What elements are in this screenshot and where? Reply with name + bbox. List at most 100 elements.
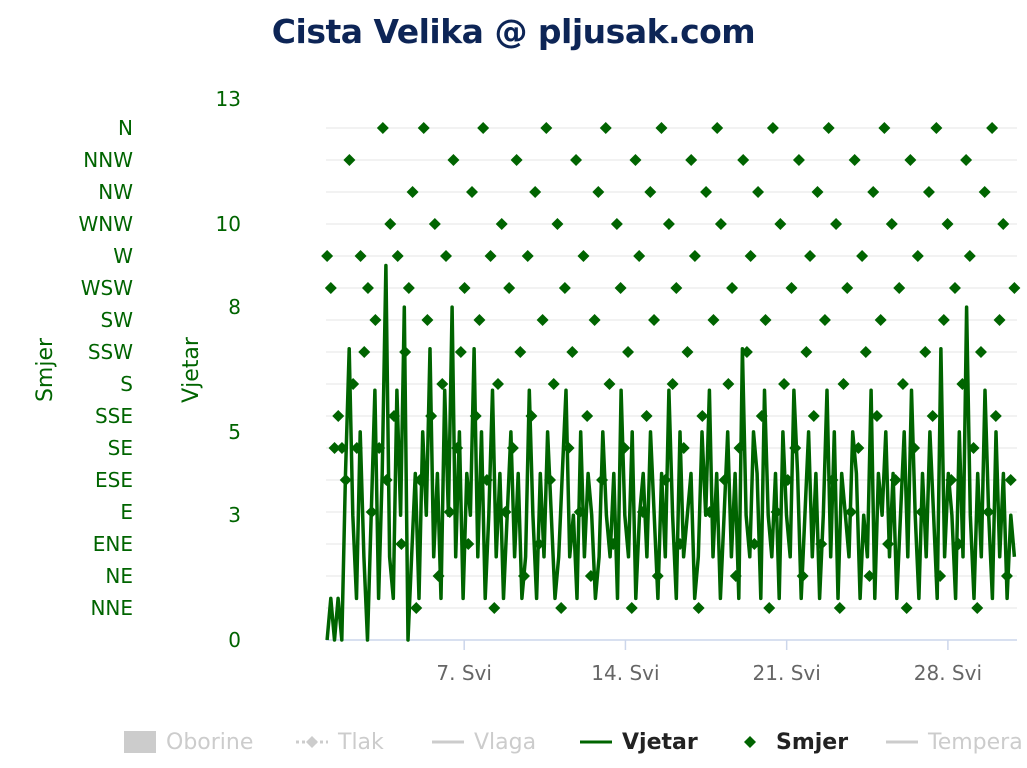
direction-point	[748, 538, 761, 550]
direction-point	[863, 570, 876, 582]
direction-point	[878, 122, 891, 134]
direction-point	[818, 314, 831, 326]
direction-point	[692, 602, 705, 614]
direction-point	[503, 282, 516, 294]
chart-title: Cista Velika @ pljusak.com	[271, 12, 756, 51]
direction-point	[525, 410, 538, 422]
direction-point	[584, 570, 597, 582]
direction-point	[406, 186, 419, 198]
y-tick-label: 5	[228, 420, 241, 444]
direction-point	[848, 154, 861, 166]
direction-point	[625, 602, 638, 614]
direction-point	[536, 314, 549, 326]
x-tick-label: 21. Svi	[753, 661, 821, 685]
direction-point	[982, 506, 995, 518]
direction-point	[644, 186, 657, 198]
series-line-vjetar	[325, 263, 1017, 642]
direction-point	[540, 122, 553, 134]
direction-point	[666, 378, 679, 390]
direction-point	[380, 474, 393, 486]
direction-point	[885, 218, 898, 230]
direction-point	[532, 538, 545, 550]
direction-tick-label: E	[120, 500, 133, 524]
direction-point	[518, 570, 531, 582]
direction-point	[778, 378, 791, 390]
direction-point	[960, 154, 973, 166]
legend-item-oborine[interactable]: Oborine	[124, 724, 253, 760]
legend-item-tlak[interactable]: Tlak	[296, 724, 384, 760]
direction-point	[354, 250, 367, 262]
direction-tick-label: NW	[98, 180, 133, 204]
direction-point	[373, 442, 386, 454]
direction-point	[350, 442, 363, 454]
direction-point	[614, 282, 627, 294]
direction-point	[700, 186, 713, 198]
direction-point	[417, 122, 430, 134]
direction-tick-label: ENE	[93, 532, 133, 556]
direction-tick-label: SSE	[95, 404, 133, 428]
direction-point	[514, 346, 527, 358]
direction-point	[562, 442, 575, 454]
direction-point	[458, 282, 471, 294]
direction-point	[477, 122, 490, 134]
legend-item-vlaga[interactable]: Vlaga	[432, 724, 536, 760]
direction-point	[919, 346, 932, 358]
direction-point	[677, 442, 690, 454]
direction-point	[740, 346, 753, 358]
direction-tick-label: NNW	[83, 148, 133, 172]
direction-point	[685, 154, 698, 166]
direction-point	[856, 250, 869, 262]
direction-point	[480, 474, 493, 486]
direction-point	[640, 410, 653, 422]
direction-point	[896, 378, 909, 390]
direction-point	[402, 282, 415, 294]
direction-point	[473, 314, 486, 326]
direction-point	[510, 154, 523, 166]
direction-point	[547, 378, 560, 390]
direction-point	[499, 506, 512, 518]
direction-point	[726, 282, 739, 294]
direction-point	[436, 378, 449, 390]
legend-item-vjetar[interactable]: Vjetar	[580, 724, 698, 760]
y-tick-label: 8	[228, 295, 241, 319]
direction-point	[603, 378, 616, 390]
direction-point	[729, 570, 742, 582]
direction-point	[807, 410, 820, 422]
direction-point	[570, 154, 583, 166]
direction-point	[822, 122, 835, 134]
direction-point	[421, 314, 434, 326]
direction-point	[413, 474, 426, 486]
direction-point	[796, 570, 809, 582]
legend-label: Vlaga	[474, 729, 537, 755]
direction-point	[833, 602, 846, 614]
direction-point	[971, 602, 984, 614]
direction-tick-label: NE	[105, 564, 133, 588]
y-tick-label: 13	[216, 87, 241, 111]
direction-point	[607, 538, 620, 550]
direction-tick-label: SE	[108, 436, 133, 460]
direction-point	[410, 602, 423, 614]
direction-point	[718, 474, 731, 486]
direction-point	[651, 570, 664, 582]
direction-point	[387, 410, 400, 422]
direction-point	[956, 378, 969, 390]
direction-point	[952, 538, 965, 550]
direction-point	[555, 602, 568, 614]
direction-point	[930, 122, 943, 134]
direction-point	[451, 442, 464, 454]
legend-label: Oborine	[166, 729, 254, 755]
legend-item-temperatura[interactable]: Tempera	[886, 724, 1023, 760]
direction-point	[859, 346, 872, 358]
direction-point	[744, 250, 757, 262]
direction-point	[1008, 282, 1021, 294]
legend-item-smjer[interactable]: Smjer	[734, 724, 848, 760]
direction-point	[443, 506, 456, 518]
direction-point	[934, 570, 947, 582]
direction-point	[599, 122, 612, 134]
direction-point	[997, 218, 1010, 230]
legend-dash-diamond-icon	[296, 736, 328, 748]
direction-point	[941, 218, 954, 230]
y-tick-label: 10	[216, 212, 241, 236]
direction-tick-label: W	[113, 244, 133, 268]
